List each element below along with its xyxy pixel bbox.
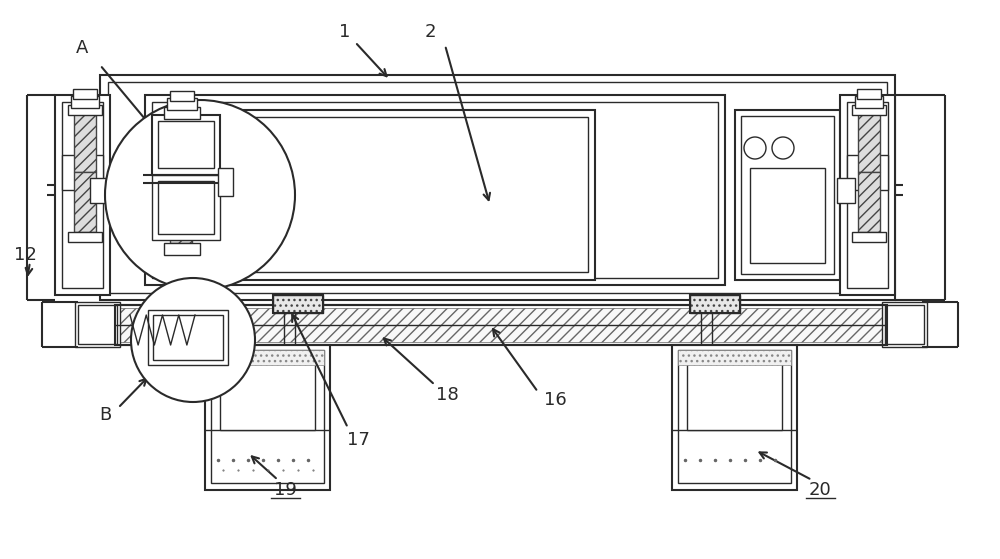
- Text: 17: 17: [347, 431, 369, 449]
- Bar: [148, 310, 228, 365]
- Bar: [62, 155, 103, 190]
- Text: 16: 16: [544, 391, 566, 409]
- Text: 12: 12: [14, 246, 36, 264]
- Bar: [735, 110, 840, 280]
- Bar: [847, 155, 888, 190]
- Bar: [885, 305, 924, 344]
- Bar: [855, 96, 883, 108]
- Bar: [164, 243, 200, 255]
- Bar: [167, 98, 197, 110]
- Bar: [152, 115, 220, 175]
- Bar: [100, 75, 895, 300]
- Bar: [218, 168, 233, 196]
- Text: A: A: [76, 39, 88, 57]
- Bar: [73, 89, 97, 99]
- Bar: [750, 168, 825, 263]
- Text: B: B: [99, 406, 111, 424]
- Bar: [145, 95, 725, 285]
- Bar: [62, 102, 103, 288]
- Bar: [840, 95, 895, 295]
- Bar: [108, 82, 887, 293]
- Text: 1: 1: [339, 23, 351, 41]
- Text: 2: 2: [424, 23, 436, 41]
- Circle shape: [131, 278, 255, 402]
- Bar: [68, 105, 102, 115]
- Bar: [273, 295, 323, 313]
- Bar: [741, 116, 834, 274]
- Bar: [74, 112, 96, 172]
- Bar: [690, 295, 740, 313]
- Bar: [205, 345, 330, 490]
- Bar: [78, 305, 117, 344]
- Bar: [165, 110, 595, 280]
- Bar: [164, 107, 200, 119]
- Bar: [158, 121, 214, 168]
- Bar: [837, 178, 855, 203]
- Bar: [152, 175, 220, 240]
- Circle shape: [105, 100, 295, 290]
- Circle shape: [772, 137, 794, 159]
- Bar: [858, 112, 880, 172]
- Bar: [858, 172, 880, 232]
- Bar: [90, 178, 108, 203]
- Bar: [55, 95, 110, 295]
- Bar: [118, 308, 884, 342]
- Bar: [857, 89, 881, 99]
- Bar: [115, 305, 887, 345]
- Bar: [74, 172, 96, 232]
- Bar: [678, 350, 791, 365]
- Bar: [170, 118, 192, 173]
- Bar: [672, 345, 797, 490]
- Bar: [172, 117, 588, 272]
- Bar: [220, 355, 315, 430]
- Bar: [152, 102, 718, 278]
- Text: 19: 19: [274, 481, 296, 499]
- Bar: [68, 232, 102, 242]
- Bar: [75, 302, 120, 347]
- Bar: [71, 96, 99, 108]
- Bar: [115, 305, 887, 345]
- Circle shape: [744, 137, 766, 159]
- Bar: [158, 181, 214, 234]
- Bar: [211, 350, 324, 483]
- Bar: [687, 355, 782, 430]
- Bar: [170, 188, 192, 243]
- Bar: [170, 91, 194, 101]
- Bar: [678, 350, 791, 483]
- Bar: [211, 350, 324, 365]
- Text: 20: 20: [809, 481, 831, 499]
- Text: 18: 18: [436, 386, 458, 404]
- Bar: [847, 102, 888, 288]
- Bar: [852, 105, 886, 115]
- Bar: [882, 302, 927, 347]
- Bar: [690, 295, 740, 313]
- Bar: [852, 232, 886, 242]
- Bar: [273, 295, 323, 313]
- Bar: [153, 315, 223, 360]
